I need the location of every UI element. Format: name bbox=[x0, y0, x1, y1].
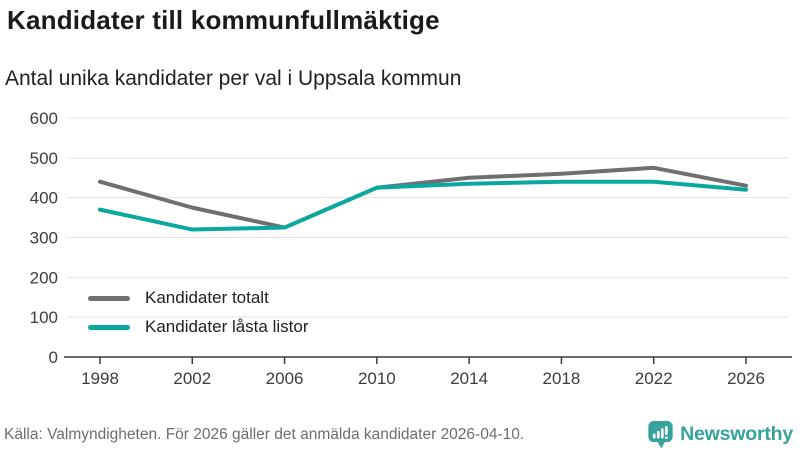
newsworthy-brand[interactable]: Newsworthy bbox=[647, 420, 793, 449]
source-note: Källa: Valmyndigheten. För 2026 gäller d… bbox=[4, 425, 525, 443]
x-tick-label-2014: 2014 bbox=[450, 369, 488, 388]
footer: Källa: Valmyndigheten. För 2026 gäller d… bbox=[0, 419, 800, 450]
y-tick-label-400: 400 bbox=[30, 189, 58, 208]
x-tick-label-1998: 1998 bbox=[81, 369, 119, 388]
x-tick-label-2010: 2010 bbox=[358, 369, 396, 388]
legend-label-lasta-listor: Kandidater låsta listor bbox=[145, 317, 309, 336]
line-chart: 0 100 200 300 400 500 600 1998 2002 2006 2010 2014 2… bbox=[30, 109, 792, 388]
chart-legend: Kandidater totalt Kandidater låsta listo… bbox=[88, 288, 308, 337]
legend-item-totalt: Kandidater totalt bbox=[88, 288, 308, 308]
chart-subtitle: Antal unika kandidater per val i Uppsala… bbox=[5, 67, 462, 90]
x-tick-label-2018: 2018 bbox=[543, 369, 581, 388]
y-tick-label-100: 100 bbox=[30, 308, 58, 327]
x-tick-label-2022: 2022 bbox=[635, 369, 673, 388]
newsworthy-logo-icon bbox=[648, 421, 673, 449]
legend-swatch-lasta-listor bbox=[88, 324, 130, 330]
y-tick-label-200: 200 bbox=[30, 268, 58, 287]
y-tick-label-600: 600 bbox=[30, 109, 58, 128]
x-tick-label-2006: 2006 bbox=[266, 369, 304, 388]
y-tick-label-0: 0 bbox=[49, 348, 58, 367]
y-tick-label-500: 500 bbox=[30, 149, 58, 168]
legend-item-lasta-listor: Kandidater låsta listor bbox=[88, 317, 308, 337]
y-tick-label-300: 300 bbox=[30, 229, 58, 248]
x-tick-label-2026: 2026 bbox=[727, 369, 765, 388]
line-series-1 bbox=[98, 179, 748, 232]
legend-swatch-totalt bbox=[88, 295, 130, 301]
page-title: Kandidater till kommunfullmäktige bbox=[7, 5, 440, 35]
x-tick-label-2002: 2002 bbox=[173, 369, 211, 388]
legend-label-totalt: Kandidater totalt bbox=[145, 288, 269, 307]
newsworthy-logo-text: Newsworthy bbox=[680, 423, 793, 445]
line-series-0 bbox=[98, 165, 748, 230]
